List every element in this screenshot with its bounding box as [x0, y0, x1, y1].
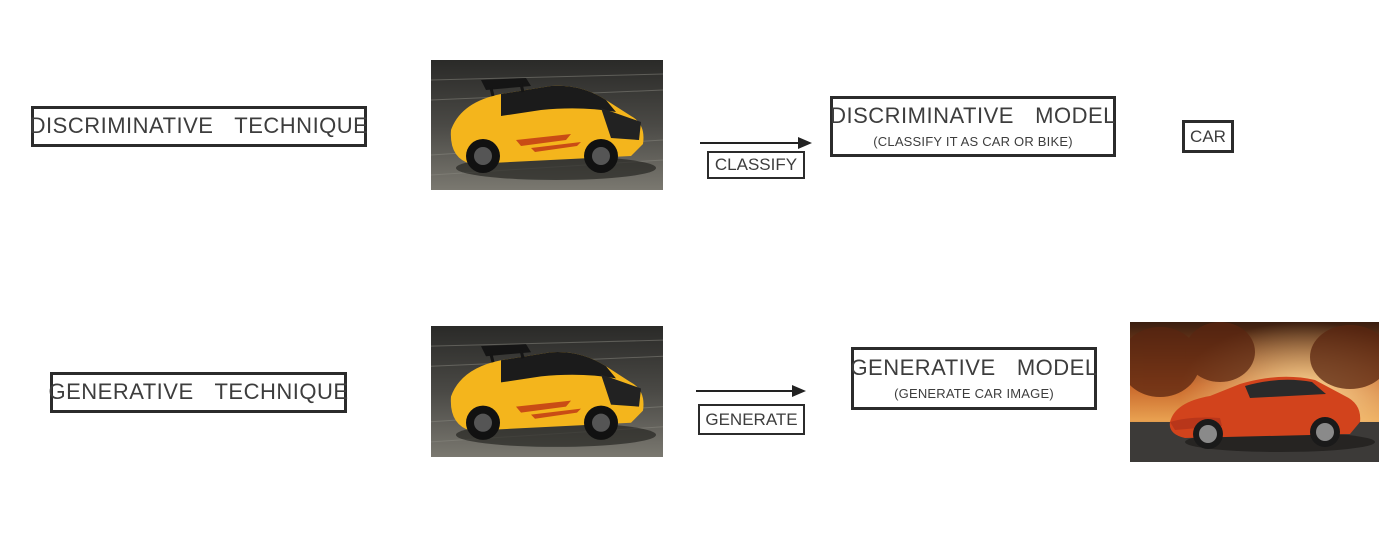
output-car-label: CAR: [1190, 126, 1226, 146]
classify-label-box: CLASSIFY: [707, 151, 805, 179]
yellow-car-photo: [431, 326, 663, 457]
input-car-image-bottom: [431, 326, 663, 457]
discriminative-model-subtitle: (CLASSIFY IT AS CAR OR BIKE): [873, 134, 1073, 150]
generate-label: GENERATE: [705, 409, 798, 429]
generate-arrow: [696, 385, 806, 397]
classify-label: CLASSIFY: [714, 155, 798, 174]
discriminative-technique-box: DISCRIMINATIVE TECHNIQUE: [29, 106, 369, 147]
generative-model-subtitle: (GENERATE CAR IMAGE): [894, 386, 1054, 402]
generated-car-image: [1130, 322, 1379, 462]
input-car-image-top: [431, 60, 663, 190]
discriminative-model-box: DISCRIMINATIVE MODEL (CLASSIFY IT AS CAR…: [830, 96, 1116, 157]
output-car-box: CAR: [1182, 120, 1234, 153]
generative-model-title: GENERATIVE MODEL: [850, 354, 1098, 380]
generative-technique-label: GENERATIVE TECHNIQUE: [48, 379, 349, 405]
generate-label-box: GENERATE: [698, 404, 805, 435]
discriminative-model-title: DISCRIMINATIVE MODEL: [830, 102, 1116, 128]
generative-model-box: GENERATIVE MODEL (GENERATE CAR IMAGE): [850, 347, 1098, 410]
classify-arrow: [700, 137, 812, 149]
yellow-car-photo: [431, 60, 663, 190]
orange-car-photo: [1130, 322, 1379, 462]
discriminative-technique-label: DISCRIMINATIVE TECHNIQUE: [29, 113, 369, 139]
generative-technique-box: GENERATIVE TECHNIQUE: [48, 372, 349, 413]
